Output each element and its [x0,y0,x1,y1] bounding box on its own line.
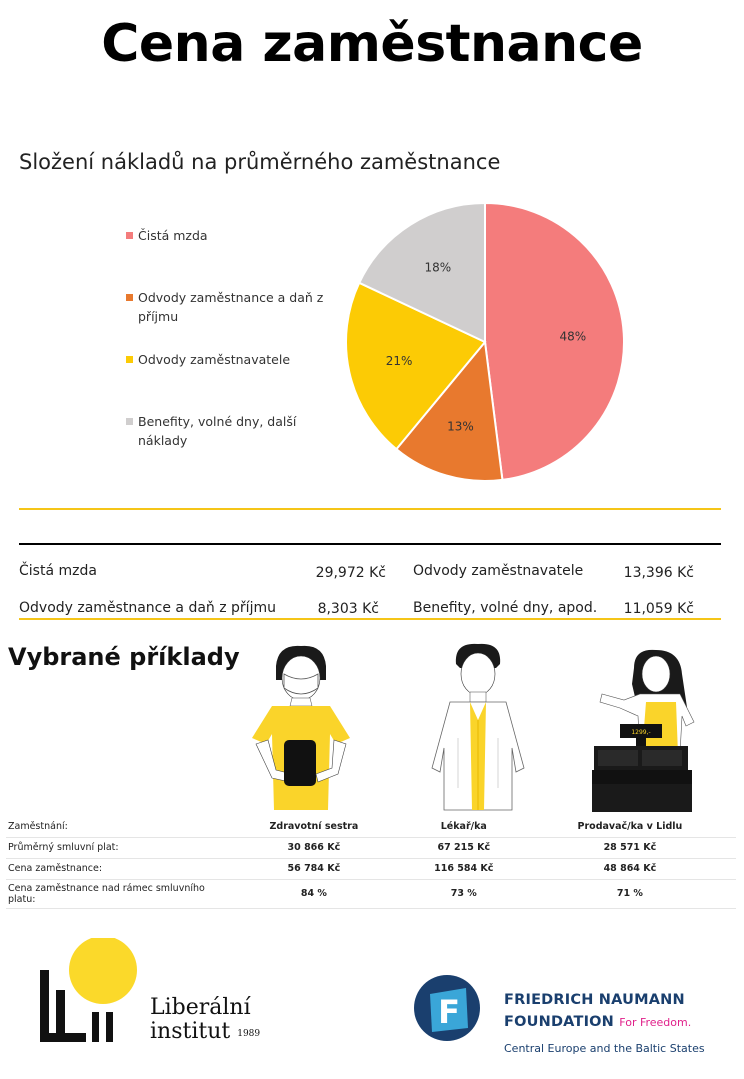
fnf-name-line1: FRIEDRICH NAUMANN [504,992,685,1008]
cell-salary-nurse: 30 866 Kč [224,837,404,859]
legend-item-benefity: Benefity, volné dny, další náklady [126,412,326,450]
divider-black [19,543,721,545]
logo-line2: institut 1989 [150,1019,261,1044]
table-row: Zaměstnání: Zdravotní sestra Lékař/ka Pr… [6,816,736,838]
pie-label-1: 13% [447,420,474,434]
cell-cost-doctor: 116 584 Kč [403,858,524,880]
row-label-salary: Průměrný smluvní plat: [6,837,224,859]
legend-label: Benefity, volné dny, další náklady [138,414,297,448]
chart-title: Složení nákladů na průměrného zaměstnanc… [19,150,501,174]
cell-over-doctor: 73 % [403,879,524,909]
cell-job-cashier: Prodavač/ka v Lidlu [523,816,736,838]
legend-swatch [126,356,133,363]
pie-label-0: 48% [559,329,586,343]
legend-label: Odvody zaměstnance a daň z příjmu [138,290,324,324]
pie-label-3: 18% [425,261,452,275]
row-label-cost: Cena zaměstnance: [6,858,224,880]
legend-item-odvody-zamestnance: Odvody zaměstnance a daň z příjmu [126,288,326,326]
cost-value-odvody-zamestnavatele: 13,396 Kč [623,565,694,581]
fnf-letter: F [438,993,460,1031]
doctor-illustration [431,643,525,811]
cell-salary-doctor: 67 215 Kč [403,837,524,859]
fnf-tagline: For Freedom. [619,1016,692,1029]
logo-year: 1989 [237,1029,261,1039]
legend-item-odvody-zamestnavatele: Odvody zaměstnavatele [126,350,326,369]
legend-swatch [126,232,133,239]
pie-chart: 48% 13% 21% 18% [345,201,625,482]
examples-table: Zaměstnání: Zdravotní sestra Lékař/ka Pr… [6,816,736,909]
pie-slice-1 [394,339,504,482]
fnf-subtitle: Central Europe and the Baltic States [504,1042,705,1055]
pie-slice-0 [484,201,625,482]
cost-label-odvody-zamestnavatele: Odvody zaměstnavatele [413,563,584,579]
logo-line1: Liberální [150,995,251,1020]
table-row: Cena zaměstnance: 56 784 Kč 116 584 Kč 4… [6,858,736,880]
legend-swatch [126,418,133,425]
cell-job-nurse: Zdravotní sestra [224,816,404,838]
fnf-name-line2: FOUNDATION For Freedom. [504,1014,692,1030]
table-row: Průměrný smluvní plat: 30 866 Kč 67 215 … [6,837,736,859]
legend-swatch [126,294,133,301]
table-row: Cena zaměstnance nad rámec smluvního pla… [6,879,736,909]
cell-over-cashier: 71 % [523,879,736,909]
pie-label-2: 21% [386,354,413,368]
cell-salary-cashier: 28 571 Kč [523,837,736,859]
legend-label: Odvody zaměstnavatele [138,352,291,367]
divider-yellow-bottom [19,618,721,620]
cell-over-nurse: 84 % [224,879,404,909]
nurse-illustration [252,645,350,810]
register-display-text: 1299,- [631,729,650,736]
legend-label: Čistá mzda [138,228,208,243]
cell-cost-cashier: 48 864 Kč [523,858,736,880]
divider-yellow [19,508,721,510]
cashier-illustration: 1299,- [592,649,695,812]
cost-value-cista-mzda: 29,972 Kč [315,565,386,581]
cell-cost-nurse: 56 784 Kč [224,858,404,880]
liberalni-institut-logo [40,938,137,1042]
page-title: Cena zaměstnance [101,14,643,74]
cost-value-benefity: 11,059 Kč [623,601,694,617]
row-label-job: Zaměstnání: [6,816,224,838]
pie-slice-3 [357,201,486,344]
row-label-over: Cena zaměstnance nad rámec smluvního pla… [6,879,224,909]
cost-value-odvody-zamestnance: 8,303 Kč [317,601,379,617]
liberalni-institut-text: Liberální institut 1989 [150,996,260,1044]
examples-title: Vybrané příklady [8,643,240,671]
cost-label-benefity: Benefity, volné dny, apod. [413,600,598,616]
cell-job-doctor: Lékař/ka [403,816,524,838]
pie-slice-2 [345,281,487,451]
cost-label-cista-mzda: Čistá mzda [19,563,97,579]
fnf-logo-mark: F [414,975,480,1041]
cost-label-odvody-zamestnance: Odvody zaměstnance a daň z příjmu [19,600,276,616]
legend-item-cista-mzda: Čistá mzda [126,226,326,245]
